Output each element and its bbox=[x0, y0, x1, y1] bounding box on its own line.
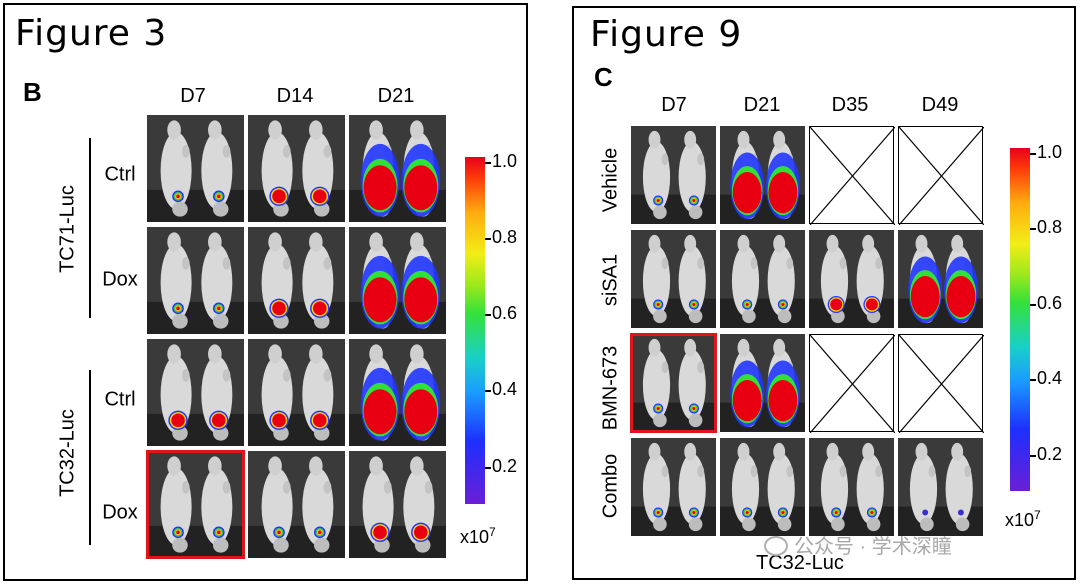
group-divider-tc71 bbox=[89, 138, 91, 318]
bioluminescence-image bbox=[349, 339, 446, 446]
bioluminescence-image bbox=[248, 227, 345, 334]
col-label-d49: D49 bbox=[921, 94, 959, 116]
row-label-sisa1: siSA1 bbox=[599, 253, 622, 307]
group-divider-tc32 bbox=[89, 370, 91, 545]
fig3-colorbar-tick-08: 0.8 bbox=[492, 227, 518, 247]
fig3-tickmark bbox=[485, 390, 491, 392]
group-label-tc71: TC71-Luc bbox=[56, 185, 79, 273]
bioluminescence-image bbox=[147, 227, 244, 334]
row-label-tc32-ctrl: Ctrl bbox=[104, 388, 136, 411]
figure-3-title: Figure 3 bbox=[15, 13, 168, 54]
wechat-icon bbox=[764, 536, 788, 556]
group-label-tc32: TC32-Luc bbox=[56, 409, 79, 497]
bioluminescence-image bbox=[720, 334, 805, 432]
fig9-tickmark bbox=[1030, 455, 1036, 457]
figure-9-colorbar bbox=[1010, 148, 1030, 491]
watermark: 公众号 · 学术深瞳 bbox=[764, 530, 952, 559]
bioluminescence-image bbox=[720, 230, 805, 328]
fig9-colorbar-tick-1: 1.0 bbox=[1037, 142, 1063, 162]
panel-label-b: B bbox=[23, 77, 42, 107]
bioluminescence-image bbox=[349, 451, 446, 558]
fig3-tickmark bbox=[485, 467, 491, 469]
fig9-colorbar-tick-02: 0.2 bbox=[1037, 444, 1063, 464]
bioluminescence-image bbox=[630, 333, 717, 433]
bioluminescence-image bbox=[147, 115, 244, 222]
fig9-colorbar-unit: x107 bbox=[1005, 508, 1041, 530]
bioluminescence-image bbox=[898, 438, 983, 536]
bioluminescence-image bbox=[898, 230, 983, 328]
fig9-colorbar-tick-08: 0.8 bbox=[1037, 217, 1063, 237]
fig9-tickmark bbox=[1030, 153, 1036, 155]
fig9-colorbar-tick-04: 0.4 bbox=[1037, 368, 1063, 388]
row-label-tc32-dox: Dox bbox=[102, 501, 138, 524]
row-label-bmn673: BMN-673 bbox=[599, 345, 622, 431]
fig3-tickmark bbox=[485, 162, 491, 164]
row-label-vehicle: Vehicle bbox=[599, 147, 622, 213]
fig9-colorbar-tick-06: 0.6 bbox=[1037, 293, 1063, 313]
row-label-tc71-dox: Dox bbox=[102, 268, 138, 291]
empty-image-placeholder bbox=[898, 334, 985, 434]
fig3-colorbar-tick-04: 0.4 bbox=[492, 379, 518, 399]
fig3-colorbar-unit: x107 bbox=[460, 525, 496, 547]
col-label-d21: D21 bbox=[377, 85, 415, 107]
bioluminescence-image bbox=[809, 438, 894, 536]
fig3-colorbar-tick-06: 0.6 bbox=[492, 303, 518, 323]
fig3-colorbar-tick-1: 1.0 bbox=[492, 151, 518, 171]
col-label-d7: D7 bbox=[180, 85, 206, 107]
figure-9-panel: Figure 9 C D7 D21 D35 D49 Vehicle siSA1 … bbox=[572, 6, 1076, 580]
panel-label-c: C bbox=[594, 62, 613, 92]
row-label-combo: Combo bbox=[599, 453, 622, 519]
bioluminescence-image bbox=[631, 230, 716, 328]
fig3-tickmark bbox=[485, 314, 491, 316]
row-label-tc71-ctrl: Ctrl bbox=[104, 163, 136, 186]
figure-9-title: Figure 9 bbox=[590, 14, 743, 55]
fig9-tickmark bbox=[1030, 379, 1036, 381]
bioluminescence-image bbox=[720, 438, 805, 536]
col-label-d7: D7 bbox=[661, 94, 687, 116]
col-label-d35: D35 bbox=[831, 94, 869, 116]
fig9-tickmark bbox=[1030, 304, 1036, 306]
fig9-tickmark bbox=[1030, 228, 1036, 230]
bioluminescence-image bbox=[349, 227, 446, 334]
col-label-d21: D21 bbox=[743, 94, 781, 116]
empty-image-placeholder bbox=[809, 126, 896, 226]
fig3-tickmark bbox=[485, 238, 491, 240]
bioluminescence-image bbox=[631, 126, 716, 224]
bioluminescence-image bbox=[248, 451, 345, 558]
figure-9-footer-label: TC32-Luc bbox=[756, 552, 844, 574]
bioluminescence-image bbox=[349, 115, 446, 222]
figure-3-panel: Figure 3 B D7 D14 D21 TC71-Luc TC32-Luc … bbox=[3, 3, 528, 581]
fig3-colorbar-tick-02: 0.2 bbox=[492, 456, 518, 476]
empty-image-placeholder bbox=[898, 126, 985, 226]
bioluminescence-image bbox=[147, 339, 244, 446]
bioluminescence-image bbox=[248, 339, 345, 446]
bioluminescence-image bbox=[809, 230, 894, 328]
empty-image-placeholder bbox=[809, 334, 896, 434]
figure-3-colorbar bbox=[465, 157, 485, 504]
bioluminescence-image bbox=[631, 438, 716, 536]
bioluminescence-image bbox=[720, 126, 805, 224]
bioluminescence-image bbox=[146, 450, 245, 559]
bioluminescence-image bbox=[248, 115, 345, 222]
col-label-d14: D14 bbox=[276, 85, 314, 107]
